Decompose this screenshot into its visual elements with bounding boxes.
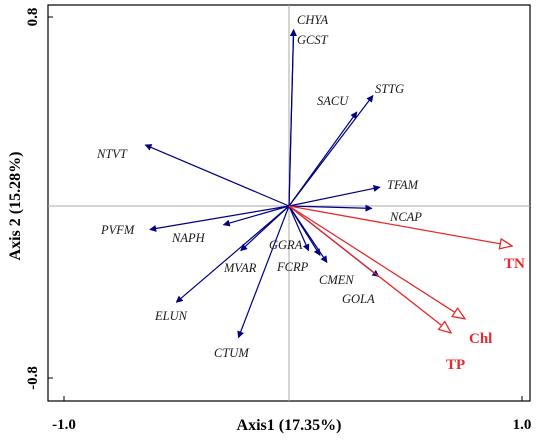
species-arrow-sttg — [288, 94, 374, 207]
x-axis-title: Axis1 (17.35%) — [237, 417, 342, 434]
species-label-pvfm: PVFM — [100, 223, 135, 237]
x-tick-label: 1.0 — [513, 417, 532, 433]
y-tick-label: 0.8 — [25, 8, 41, 27]
y-axis-title: Axis 2 (15.28%) — [7, 152, 24, 261]
species-label-chya: CHYA — [297, 13, 328, 27]
species-label-mvar: MVAR — [223, 261, 257, 275]
env-label-chl: Chl — [469, 331, 492, 347]
env-arrow-tp — [288, 205, 451, 333]
env-arrow-chl — [288, 205, 465, 319]
species-arrow-ncap — [288, 204, 373, 212]
env-arrow-tn — [288, 205, 512, 246]
species-label-sttg: STTG — [375, 82, 404, 96]
environment-arrows — [288, 205, 512, 333]
species-arrow-ctum — [237, 205, 290, 339]
species-label-gola: GOLA — [342, 292, 375, 306]
species-label-gcst: GCST — [297, 33, 329, 47]
species-label-cmen: CMEN — [319, 273, 354, 287]
species-arrow-gcst — [288, 29, 297, 207]
species-arrow-ntvt — [144, 144, 290, 207]
y-tick-label: -0.8 — [25, 366, 41, 390]
species-arrow-elun — [175, 205, 290, 303]
env-label-tp: TP — [446, 357, 465, 373]
axis-ticks: -1.0 1.0 0.8 -0.8 — [25, 8, 531, 433]
species-label-elun: ELUN — [154, 309, 188, 323]
vector-labels: CHYA GCST SACU STTG NTVT TFAM NCAP PVFM NAPH GGRA… — [96, 13, 525, 373]
species-label-naph: NAPH — [171, 231, 206, 245]
species-arrow-pvfm — [149, 205, 290, 232]
species-label-ntvt: NTVT — [96, 147, 128, 161]
species-arrow-cmen — [288, 205, 321, 256]
species-label-ggra: GGRA — [269, 238, 303, 252]
species-label-ctum: CTUM — [214, 346, 249, 360]
species-arrow-naph — [222, 205, 290, 227]
species-label-tfam: TFAM — [387, 178, 419, 192]
species-label-fcrp: FCRP — [276, 260, 309, 274]
species-arrow-tfam — [288, 185, 381, 207]
env-label-tn: TN — [504, 256, 525, 272]
species-label-sacu: SACU — [317, 94, 349, 108]
x-tick-label: -1.0 — [52, 417, 76, 433]
species-label-ncap: NCAP — [389, 210, 422, 224]
species-arrow-ggra — [288, 205, 310, 252]
species-arrows — [144, 29, 381, 339]
